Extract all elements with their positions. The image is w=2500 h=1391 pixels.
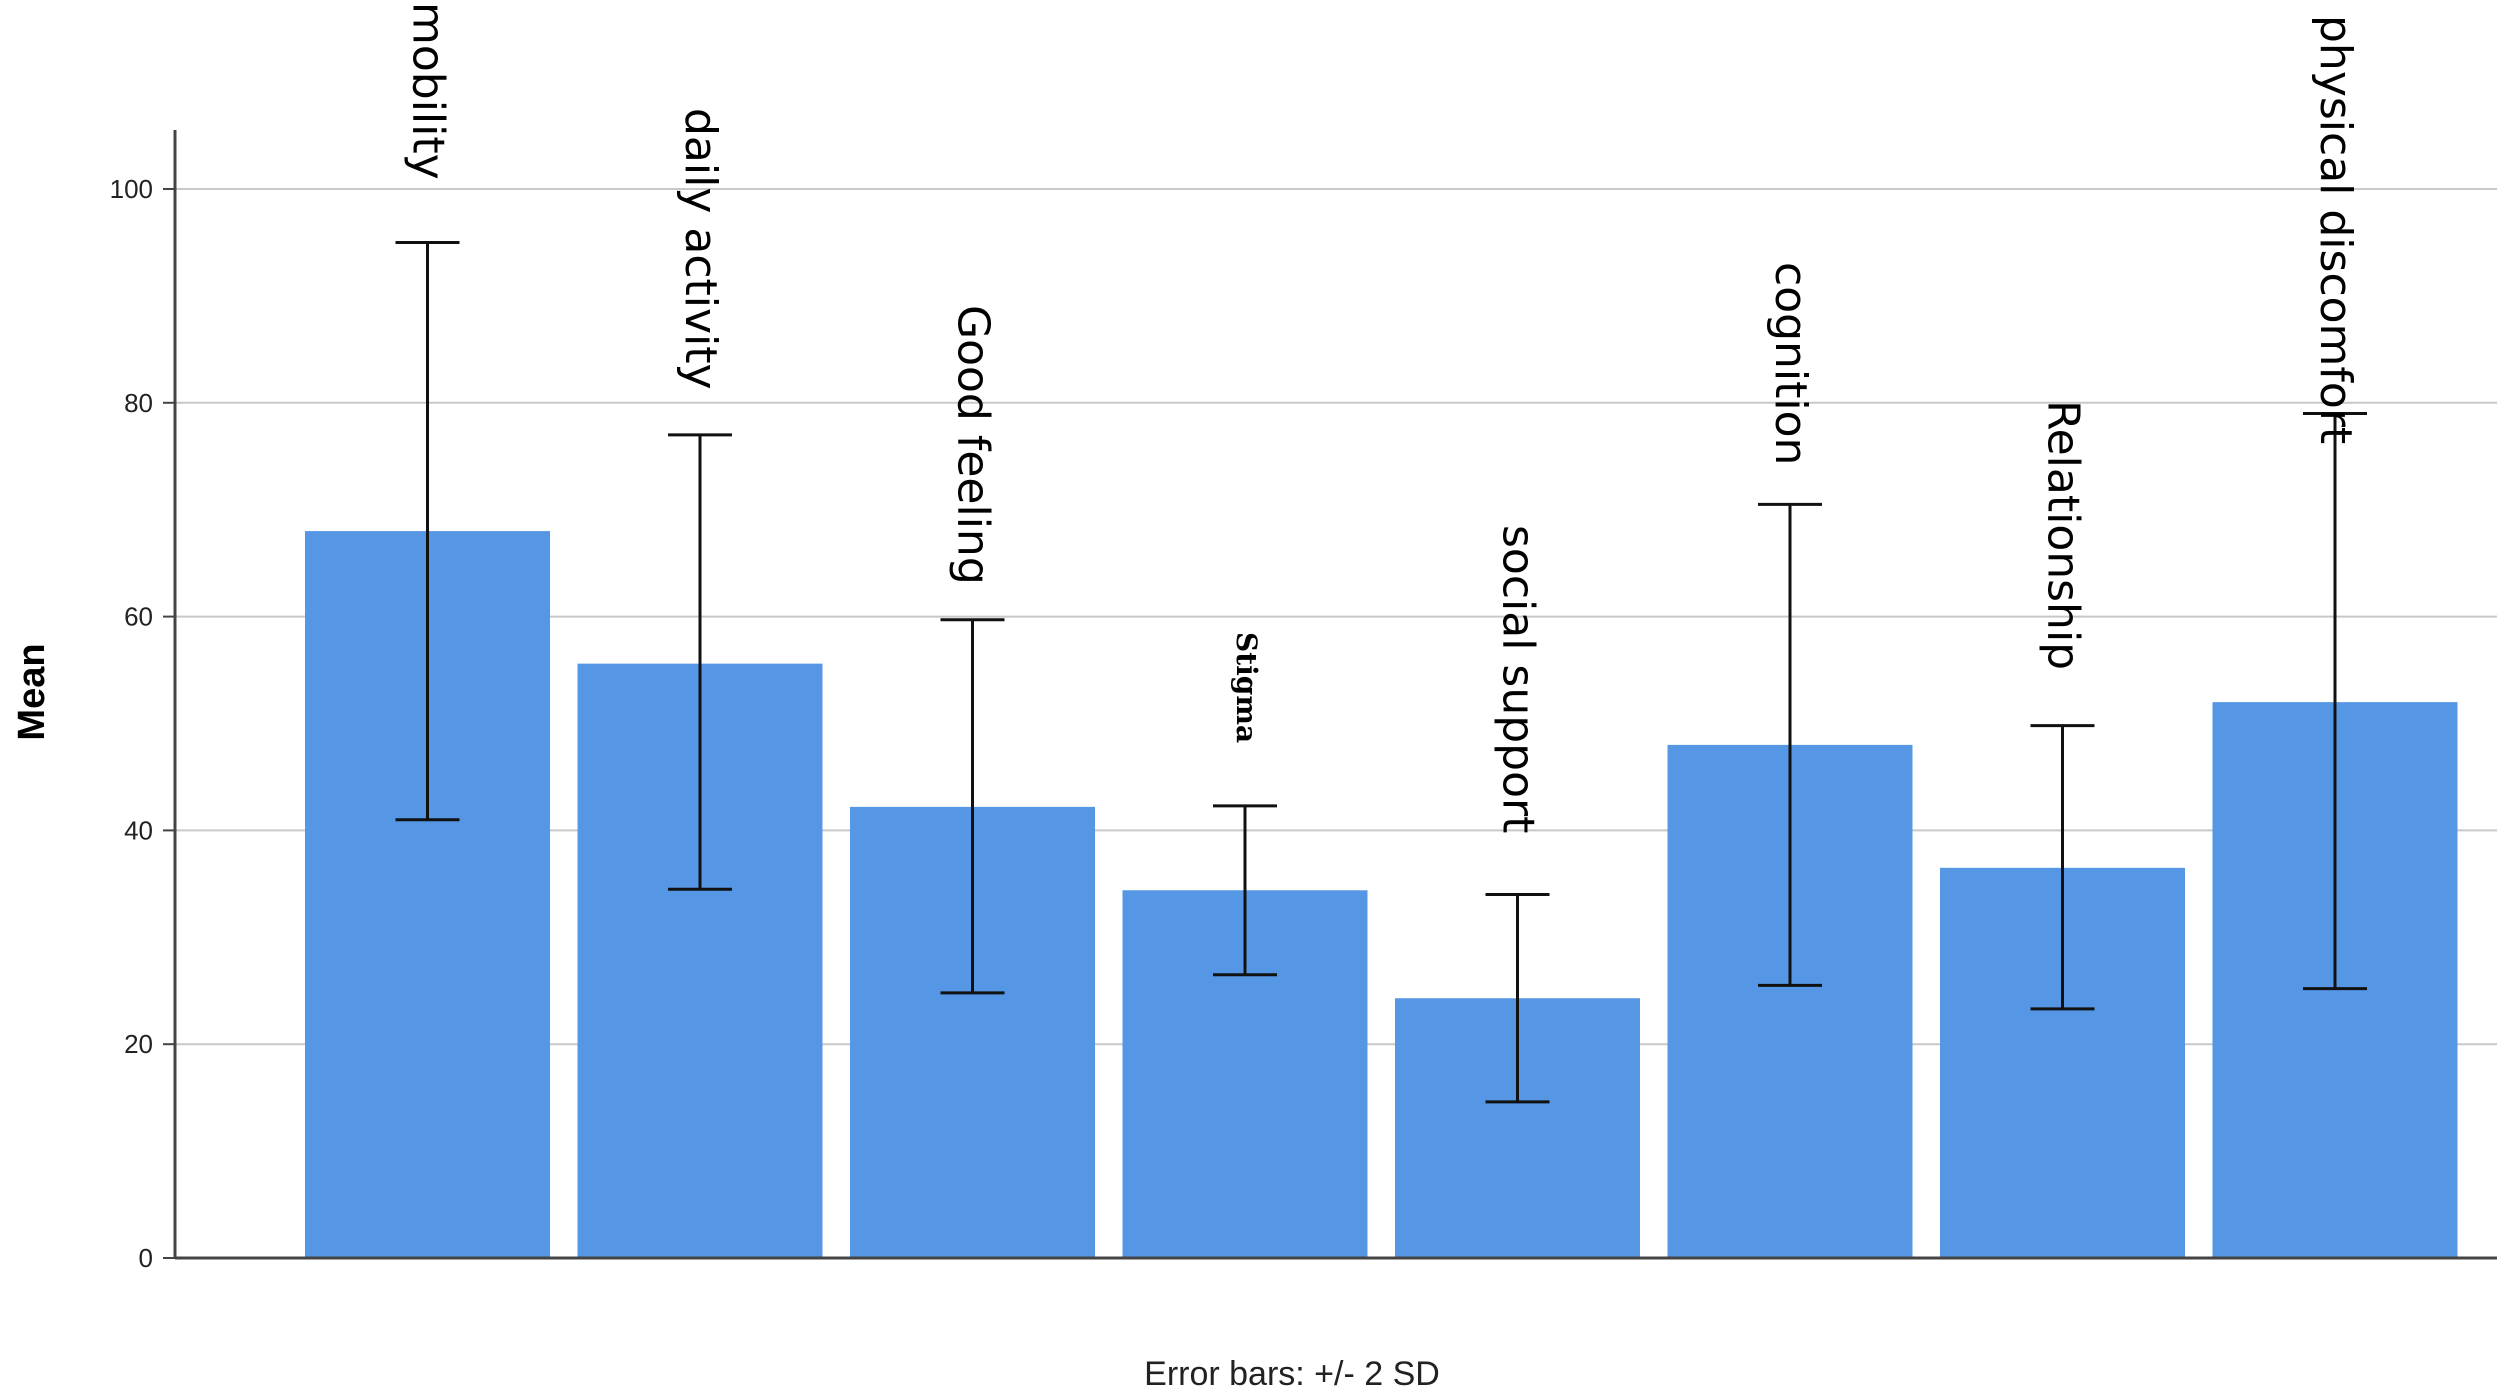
error-bars <box>395 240 2367 1104</box>
axes: 0 20 40 60 80 100 <box>110 130 2497 1273</box>
y-tick-label: 40 <box>124 815 153 845</box>
bars <box>305 531 2458 1258</box>
y-tick-label: 100 <box>110 174 153 204</box>
category-label: social support <box>1493 525 1544 833</box>
y-tick-label: 80 <box>124 388 153 418</box>
y-tick-label: 60 <box>124 602 153 632</box>
category-label: Stigma <box>1230 632 1263 743</box>
y-axis-title: Mean <box>11 643 53 740</box>
category-label: daily activity <box>675 108 726 390</box>
bar-labels: mobility daily activity Good feeling Stigma… <box>403 2 2362 833</box>
category-label: Relationship <box>2038 400 2089 670</box>
category-label: mobility <box>403 2 454 180</box>
y-tick-label: 20 <box>124 1029 153 1059</box>
category-label: physical discomfort <box>2310 15 2361 444</box>
y-tick-label: 0 <box>139 1243 153 1273</box>
error-bars-footnote: Error bars: +/- 2 SD <box>1144 1355 1440 1391</box>
category-label: cognition <box>1765 262 1816 465</box>
category-label: Good feeling <box>948 305 999 585</box>
